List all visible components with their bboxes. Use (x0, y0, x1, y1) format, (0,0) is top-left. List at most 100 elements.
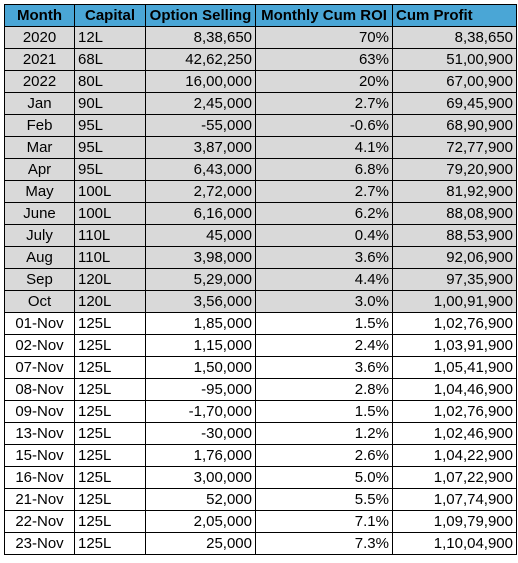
table-cell: 0.4% (255, 224, 393, 247)
table-cell: 5.5% (255, 488, 393, 511)
table-cell: 1,15,000 (145, 334, 256, 357)
table-cell: 125L (74, 334, 146, 357)
table-row: July 110L 45,000 0.4% 88,53,900 (4, 224, 517, 247)
table-cell: 81,92,900 (392, 180, 517, 203)
table-cell: 120L (74, 268, 146, 291)
table-cell: 2.7% (255, 92, 393, 115)
table-cell: 45,000 (145, 224, 256, 247)
table-cell: 25,000 (145, 532, 256, 555)
table-cell: 5.0% (255, 466, 393, 489)
table-row: Mar 95L 3,87,000 4.1% 72,77,900 (4, 136, 517, 159)
table-cell: 125L (74, 422, 146, 445)
table-cell: 3.0% (255, 290, 393, 313)
header-cell: Cum Profit (392, 4, 517, 27)
table-cell: 4.1% (255, 136, 393, 159)
table-cell: 97,35,900 (392, 268, 517, 291)
table-cell: 02-Nov (4, 334, 75, 357)
table-cell: 79,20,900 (392, 158, 517, 181)
table-cell: 3,87,000 (145, 136, 256, 159)
table-cell: 68L (74, 48, 146, 71)
table-cell: 125L (74, 510, 146, 533)
table-cell: Feb (4, 114, 75, 137)
table-cell: 1,05,41,900 (392, 356, 517, 379)
table-cell: 2020 (4, 26, 75, 49)
table-cell: 1,85,000 (145, 312, 256, 335)
table-cell: 125L (74, 378, 146, 401)
table-cell: 2,05,000 (145, 510, 256, 533)
header-cell: Option Selling (145, 4, 256, 27)
table-cell: 1,02,76,900 (392, 312, 517, 335)
table-cell: -1,70,000 (145, 400, 256, 423)
table-cell: -95,000 (145, 378, 256, 401)
table-cell: 90L (74, 92, 146, 115)
table-cell: 2.8% (255, 378, 393, 401)
table-row: 15-Nov 125L 1,76,000 2.6% 1,04,22,900 (4, 444, 517, 467)
header-cell: Monthly Cum ROI (255, 4, 393, 27)
table-cell: -55,000 (145, 114, 256, 137)
table-cell: 6,43,000 (145, 158, 256, 181)
table-cell: 7.1% (255, 510, 393, 533)
table-cell: 08-Nov (4, 378, 75, 401)
table-row: June 100L 6,16,000 6.2% 88,08,900 (4, 202, 517, 225)
table-cell: 92,06,900 (392, 246, 517, 269)
table-row: Apr 95L 6,43,000 6.8% 79,20,900 (4, 158, 517, 181)
table-cell: 110L (74, 246, 146, 269)
table-cell: 23-Nov (4, 532, 75, 555)
table-cell: 110L (74, 224, 146, 247)
table-row: Feb 95L -55,000 -0.6% 68,90,900 (4, 114, 517, 137)
table-cell: 88,08,900 (392, 202, 517, 225)
table-row: 22-Nov 125L 2,05,000 7.1% 1,09,79,900 (4, 510, 517, 533)
table-cell: 6,16,000 (145, 202, 256, 225)
table-cell: Mar (4, 136, 75, 159)
table-body: 2020 12L 8,38,650 70% 8,38,650 2021 68L 42,62,2… (4, 26, 517, 555)
table-cell: 125L (74, 400, 146, 423)
table-row: 02-Nov 125L 1,15,000 2.4% 1,03,91,900 (4, 334, 517, 357)
table-cell: 12L (74, 26, 146, 49)
table-cell: 125L (74, 488, 146, 511)
table-cell: 3,56,000 (145, 290, 256, 313)
table-cell: 5,29,000 (145, 268, 256, 291)
table-row: 21-Nov 125L 52,000 5.5% 1,07,74,900 (4, 488, 517, 511)
table-cell: 3,00,000 (145, 466, 256, 489)
table-cell: 2021 (4, 48, 75, 71)
table-cell: 125L (74, 312, 146, 335)
table-cell: July (4, 224, 75, 247)
table-row: Sep 120L 5,29,000 4.4% 97,35,900 (4, 268, 517, 291)
table-cell: 95L (74, 136, 146, 159)
table-cell: 72,77,900 (392, 136, 517, 159)
table-cell: 09-Nov (4, 400, 75, 423)
table-row: 01-Nov 125L 1,85,000 1.5% 1,02,76,900 (4, 312, 517, 335)
table-cell: 125L (74, 532, 146, 555)
table-cell: 3.6% (255, 356, 393, 379)
table-cell: 07-Nov (4, 356, 75, 379)
table-cell: 2,72,000 (145, 180, 256, 203)
table-cell: 1,03,91,900 (392, 334, 517, 357)
table-cell: 63% (255, 48, 393, 71)
table-cell: 125L (74, 444, 146, 467)
header-cell: Capital (74, 4, 146, 27)
table-cell: 68,90,900 (392, 114, 517, 137)
table-cell: 6.8% (255, 158, 393, 181)
table-cell: Sep (4, 268, 75, 291)
table-cell: 1.5% (255, 312, 393, 335)
table-cell: 20% (255, 70, 393, 93)
table-row: 07-Nov 125L 1,50,000 3.6% 1,05,41,900 (4, 356, 517, 379)
table-cell: 2.7% (255, 180, 393, 203)
table-cell: 125L (74, 356, 146, 379)
table-cell: 7.3% (255, 532, 393, 555)
table-cell: 100L (74, 180, 146, 203)
table-cell: 2,45,000 (145, 92, 256, 115)
table-row: 23-Nov 125L 25,000 7.3% 1,10,04,900 (4, 532, 517, 555)
table-cell: 69,45,900 (392, 92, 517, 115)
table-cell: 2.4% (255, 334, 393, 357)
table-cell: 125L (74, 466, 146, 489)
table-cell: Oct (4, 290, 75, 313)
table-cell: 95L (74, 158, 146, 181)
table-row: 16-Nov 125L 3,00,000 5.0% 1,07,22,900 (4, 466, 517, 489)
table-cell: 16-Nov (4, 466, 75, 489)
table-cell: 95L (74, 114, 146, 137)
table-cell: 8,38,650 (392, 26, 517, 49)
table-row: 2020 12L 8,38,650 70% 8,38,650 (4, 26, 517, 49)
table-row: Jan 90L 2,45,000 2.7% 69,45,900 (4, 92, 517, 115)
